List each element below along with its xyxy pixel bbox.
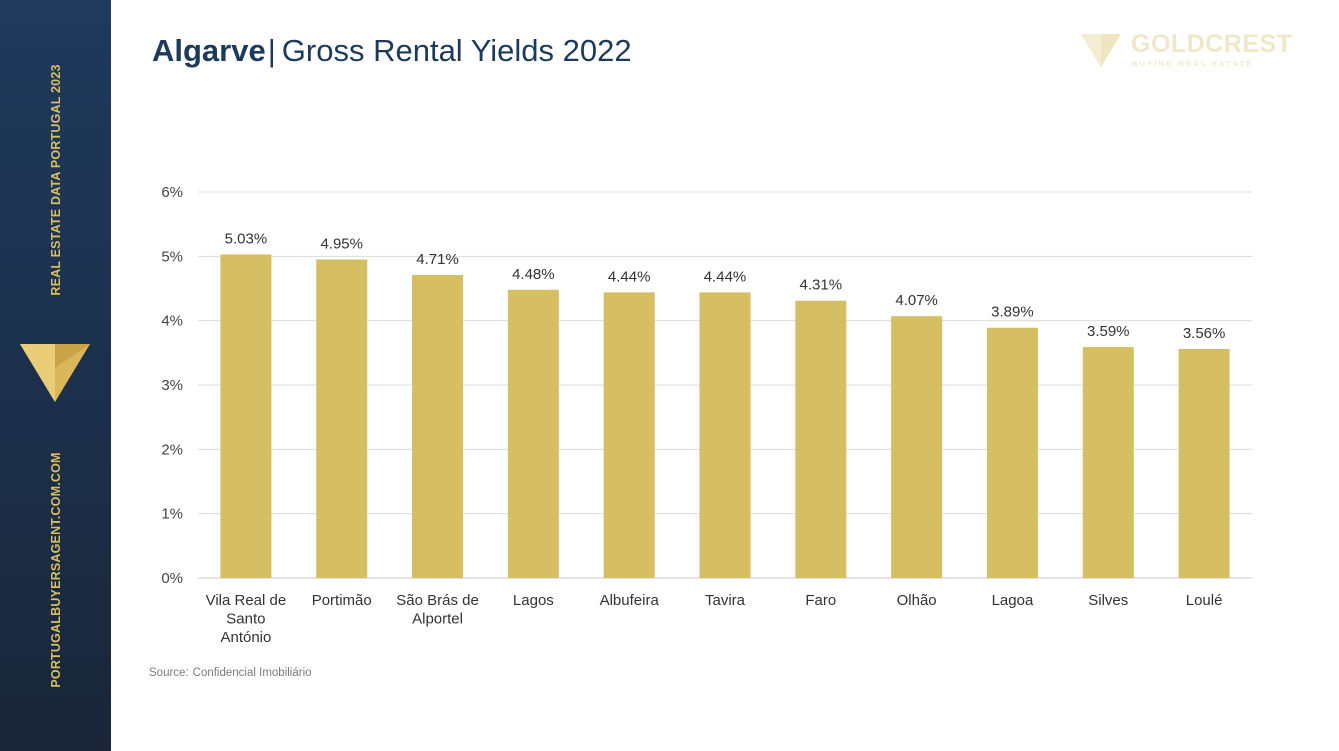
- y-tick-label: 1%: [161, 506, 183, 523]
- data-label: 4.71%: [416, 251, 459, 268]
- data-label: 3.56%: [1183, 325, 1226, 342]
- x-tick-label: São Brás de Alportel: [396, 592, 479, 628]
- x-tick-label: Loulé: [1186, 592, 1223, 609]
- bar: [891, 316, 943, 578]
- bar: [986, 327, 1038, 578]
- bar: [699, 292, 751, 578]
- bar: [1178, 348, 1230, 578]
- title-separator: |: [267, 33, 276, 68]
- bar: [1082, 347, 1134, 578]
- y-tick-label: 0%: [161, 570, 183, 587]
- title-text: Gross Rental Yields 2022: [281, 33, 632, 68]
- source-note: Source: Confidencial Imobiliário: [149, 667, 316, 679]
- data-label: 4.07%: [895, 292, 938, 309]
- x-tick-label: Vila Real de Santo António: [206, 592, 287, 646]
- title-region: Algarve: [152, 33, 266, 68]
- x-tick-label: Lagoa: [992, 592, 1034, 609]
- brand-logo: GOLDCREST BUYING REAL ESTATE: [1081, 30, 1306, 70]
- y-tick-label: 5%: [161, 248, 183, 265]
- data-label: 4.44%: [608, 268, 651, 285]
- x-axis-ticks: Vila Real de Santo António Portimão São Brás…: [206, 592, 1223, 646]
- bar: [795, 300, 847, 578]
- x-tick-label: Tavira: [705, 592, 746, 609]
- bar: [412, 274, 464, 578]
- gold-triangle-icon: [20, 344, 90, 402]
- x-tick-label: Albufeira: [600, 592, 660, 609]
- bar: [316, 259, 368, 578]
- brand-name: GOLDCREST: [1131, 30, 1293, 58]
- y-tick-label: 3%: [161, 377, 183, 394]
- data-label: 5.03%: [225, 230, 268, 247]
- data-label: 3.89%: [991, 304, 1034, 321]
- bar: [507, 289, 559, 578]
- page-title: Algarve| Gross Rental Yields 2022: [152, 33, 632, 69]
- x-tick-label: Portimão: [312, 592, 372, 609]
- data-label: 4.95%: [320, 236, 363, 253]
- y-tick-label: 4%: [161, 313, 183, 330]
- data-labels: 5.03% 4.95% 4.71% 4.48% 4.44% 4.44% 4.31% 4.07%…: [225, 230, 1226, 342]
- bars: [220, 254, 1230, 579]
- data-label: 3.59%: [1087, 323, 1130, 340]
- y-tick-label: 2%: [161, 441, 183, 458]
- x-tick-label: Silves: [1088, 592, 1128, 609]
- sidebar: REAL ESTATE DATA PORTUGAL 2023 PORTUGALB…: [0, 0, 111, 751]
- data-label: 4.44%: [704, 268, 747, 285]
- y-axis-ticks: 0% 1% 2% 3% 4% 5% 6%: [161, 184, 183, 587]
- x-tick-label: Lagos: [513, 592, 554, 609]
- brand-tagline: BUYING REAL ESTATE: [1132, 59, 1254, 68]
- x-tick-label: Faro: [805, 592, 836, 609]
- data-label: 4.48%: [512, 266, 555, 283]
- x-tick-label: Olhão: [897, 592, 937, 609]
- source-text: Confidencial Imobiliário: [192, 667, 312, 679]
- data-label: 4.31%: [800, 277, 843, 294]
- y-tick-label: 6%: [161, 184, 183, 201]
- source-label: Source:: [149, 667, 189, 679]
- goldcrest-triangle-icon: [1081, 34, 1121, 67]
- bar: [603, 292, 655, 578]
- bar: [220, 254, 272, 579]
